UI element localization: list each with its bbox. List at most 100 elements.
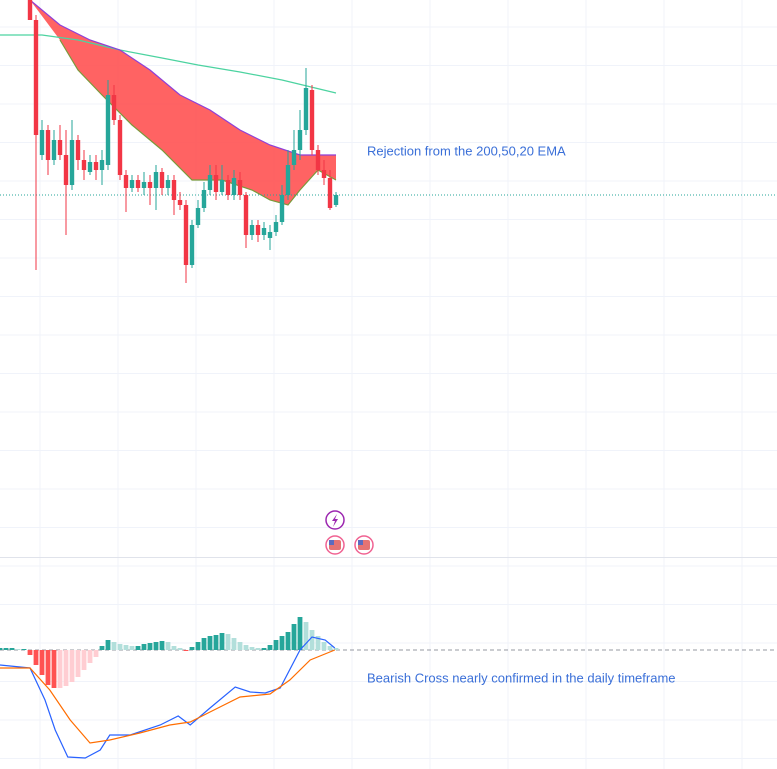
histogram-bar xyxy=(141,644,147,650)
candle-body xyxy=(123,175,129,188)
histogram-bar xyxy=(0,648,3,650)
candle-body xyxy=(87,162,93,172)
histogram-bar xyxy=(45,650,51,685)
histogram-bar xyxy=(189,647,195,650)
histogram-bar xyxy=(153,642,159,650)
ema-cloud xyxy=(30,0,336,205)
candle-body xyxy=(195,208,201,225)
candle-body xyxy=(39,130,45,155)
candle-body xyxy=(189,225,195,265)
histogram-bar xyxy=(3,648,9,650)
candle-body xyxy=(273,222,279,232)
histogram-bar xyxy=(243,645,249,650)
candle-body xyxy=(255,225,261,235)
histogram-bar xyxy=(213,635,219,650)
annotation: Rejection from the 200,50,20 EMA xyxy=(367,143,566,158)
candle-body xyxy=(303,88,309,130)
histogram-bar xyxy=(171,646,177,650)
candle-body xyxy=(129,180,135,188)
indicator-line xyxy=(0,636,336,759)
candle-body xyxy=(279,195,285,222)
candle-body xyxy=(117,120,123,175)
candle-body xyxy=(111,95,117,120)
candle-body xyxy=(213,175,219,192)
flag-glyph xyxy=(329,540,334,545)
histogram-bar xyxy=(321,642,327,650)
candle-body xyxy=(45,130,51,160)
indicator-line xyxy=(29,0,336,156)
histogram-bar xyxy=(21,649,27,650)
candle-body xyxy=(75,140,81,160)
histogram-bar xyxy=(165,642,171,650)
histogram-bar xyxy=(195,642,201,650)
annotation: Bearish Cross nearly confirmed in the da… xyxy=(367,670,676,685)
histogram-bar xyxy=(27,650,33,655)
histogram-bar xyxy=(231,638,237,650)
candle-body xyxy=(219,180,225,192)
candle-body xyxy=(333,195,339,205)
histogram-bar xyxy=(309,630,315,650)
histogram-bar xyxy=(285,632,291,650)
histogram-bar xyxy=(291,624,297,650)
histogram-bar xyxy=(279,636,285,650)
histogram-bar xyxy=(9,648,15,650)
histogram-bar xyxy=(225,634,231,650)
candle-body xyxy=(33,20,39,135)
candle-body xyxy=(297,130,303,150)
histogram-bar xyxy=(111,642,117,650)
candle-body xyxy=(141,182,147,188)
candle-body xyxy=(69,140,75,185)
histogram-bar xyxy=(177,648,183,650)
histogram-bar xyxy=(333,648,339,650)
candle-body xyxy=(183,205,189,265)
histogram-bar xyxy=(39,650,45,675)
histogram-bar xyxy=(327,646,333,650)
histogram-bar xyxy=(129,646,135,650)
histogram-bar xyxy=(249,647,255,650)
candle-body xyxy=(57,140,63,155)
candle-body xyxy=(99,160,105,170)
candle-body xyxy=(165,180,171,188)
candle-body xyxy=(267,232,273,238)
candle-body xyxy=(27,0,33,20)
histogram-bar xyxy=(57,650,63,688)
histogram-bar xyxy=(99,646,105,650)
candle-body xyxy=(153,172,159,188)
candle-body xyxy=(93,162,99,170)
candle-body xyxy=(51,140,57,160)
histogram-bar xyxy=(219,633,225,650)
histogram-bar xyxy=(93,650,99,657)
candle-body xyxy=(177,200,183,205)
flag-glyph xyxy=(358,540,363,545)
histogram-bar xyxy=(69,650,75,682)
histogram-bar xyxy=(303,622,309,650)
candle-body xyxy=(225,180,231,195)
candle-body xyxy=(201,190,207,208)
histogram-bar xyxy=(87,650,93,663)
candle-body xyxy=(243,195,249,235)
candle-body xyxy=(291,150,297,165)
histogram-bar xyxy=(123,645,129,650)
histogram-bar xyxy=(237,642,243,650)
histogram-bar xyxy=(201,638,207,650)
histogram-bar xyxy=(51,650,57,688)
histogram-bar xyxy=(267,645,273,650)
histogram-bar xyxy=(81,650,87,670)
histogram-bar xyxy=(147,643,153,650)
histogram-bar xyxy=(261,648,267,650)
candle-body xyxy=(147,182,153,188)
indicator-line xyxy=(0,34,337,94)
histogram-bar xyxy=(273,640,279,650)
histogram-bar xyxy=(105,640,111,650)
candle-body xyxy=(171,180,177,200)
histogram-bar xyxy=(135,646,141,650)
histogram-bar xyxy=(315,636,321,650)
lightning-glyph xyxy=(332,514,338,527)
indicator-line xyxy=(0,649,336,744)
histogram-bar xyxy=(63,650,69,686)
histogram-bar xyxy=(183,650,189,651)
event-icons xyxy=(325,510,374,555)
